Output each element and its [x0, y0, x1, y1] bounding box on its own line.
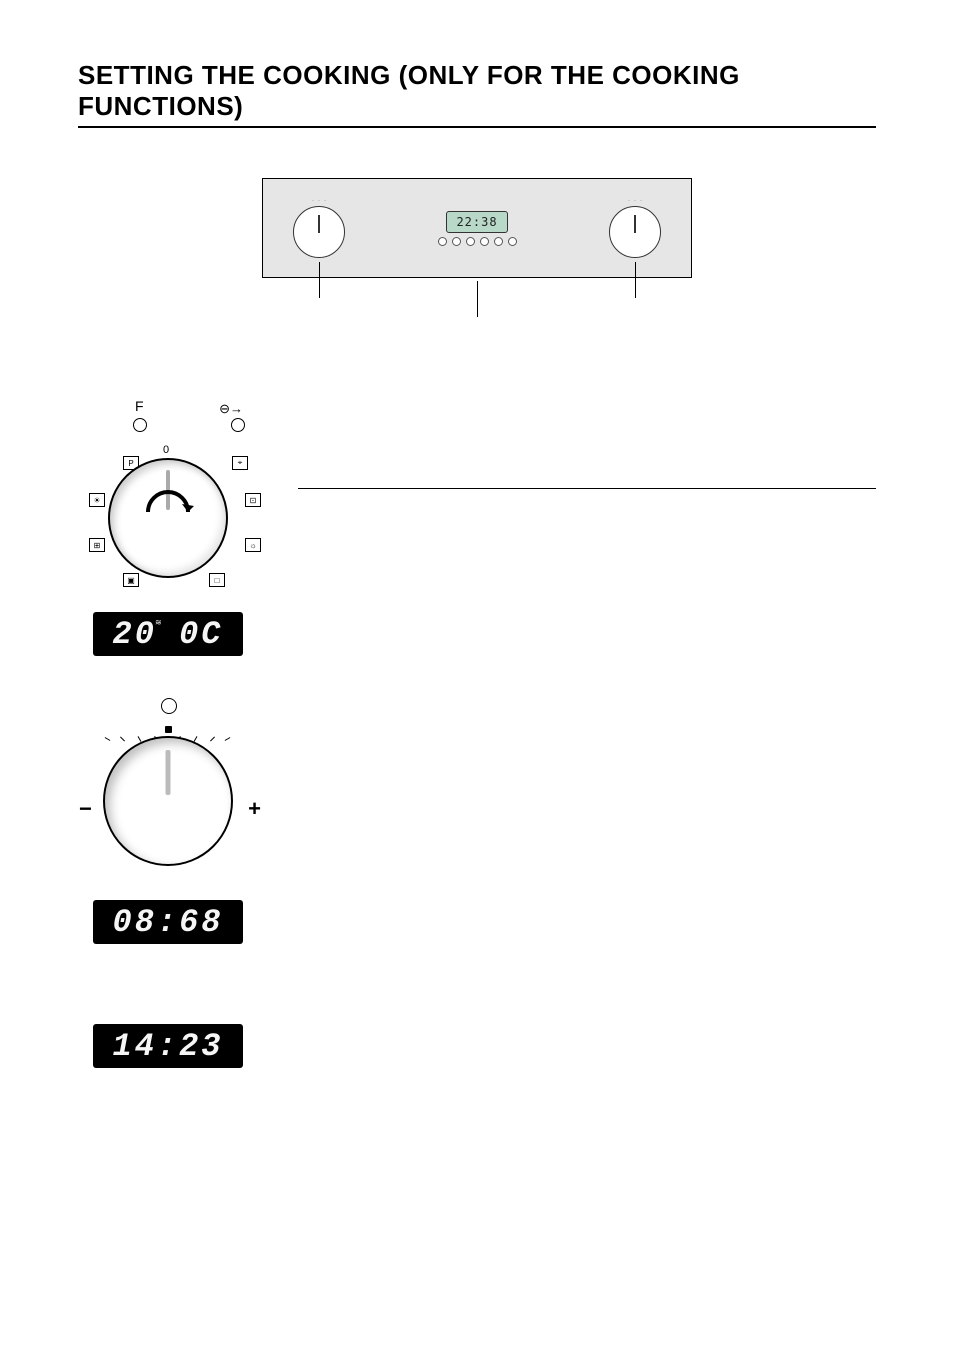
- panel-button: [452, 237, 461, 246]
- cooking-mode-icon: ▣: [123, 573, 139, 587]
- panel-button-row: [438, 237, 517, 246]
- display-duration-value: 08:68: [112, 904, 223, 941]
- label-f: F: [135, 398, 144, 414]
- panel-button: [480, 237, 489, 246]
- panel-button: [466, 237, 475, 246]
- cooking-mode-icon: ⊡: [245, 493, 261, 507]
- cooking-mode-icon: ☀: [89, 493, 105, 507]
- right-text-column: [298, 398, 876, 1068]
- indicator-dot-icon: [165, 726, 172, 733]
- panel-knob-left-col: ···: [293, 198, 345, 258]
- display-time-value: 14:23: [112, 1028, 223, 1065]
- page-title: SETTING THE COOKING (ONLY FOR THE COOKIN…: [78, 60, 876, 128]
- minus-label: −: [79, 796, 92, 822]
- temperature-knob: [103, 736, 233, 866]
- function-knob-icon: [293, 206, 345, 258]
- display-temp-value: 20 0C: [112, 616, 223, 653]
- display-temp: 20 0C ≋: [93, 612, 243, 656]
- panel-center-col: 22:38: [438, 211, 517, 246]
- temperature-knob-icon: [609, 206, 661, 258]
- panel-display: 22:38: [446, 211, 508, 233]
- led-indicator-icon: [161, 698, 177, 714]
- panel-button: [508, 237, 517, 246]
- left-figures-column: F ⊖→ 0 P ⌖ ☀ ⊡ ⊞ ☼ ▣ □ 20 0C ≋: [78, 398, 258, 1068]
- heat-icon: ≋: [155, 618, 162, 627]
- temp-markers-small: ···: [628, 198, 642, 204]
- leader-line: [635, 262, 636, 298]
- leader-line: [319, 262, 320, 298]
- section-divider: [298, 488, 876, 489]
- function-knob-figure: F ⊖→ 0 P ⌖ ☀ ⊡ ⊞ ☼ ▣ □: [83, 398, 253, 598]
- panel-knob-right-col: ···: [609, 198, 661, 258]
- function-knob: [108, 458, 228, 578]
- label-zero: 0: [163, 444, 169, 456]
- control-panel: ··· 22:38 ···: [262, 178, 692, 278]
- function-icon-ring-small: ···: [312, 198, 326, 204]
- led-indicator-icon: [231, 418, 245, 432]
- body-columns: F ⊖→ 0 P ⌖ ☀ ⊡ ⊞ ☼ ▣ □ 20 0C ≋: [78, 398, 876, 1068]
- panel-button: [494, 237, 503, 246]
- display-time: 14:23: [93, 1024, 243, 1068]
- plus-label: +: [248, 796, 261, 822]
- lock-icon: ⊖→: [219, 401, 243, 417]
- leader-line: [477, 281, 478, 317]
- display-duration: 08:68: [93, 900, 243, 944]
- temperature-knob-figure: − +: [83, 696, 253, 886]
- led-indicator-icon: [133, 418, 147, 432]
- cooking-mode-icon: □: [209, 573, 225, 587]
- cooking-mode-icon: ⌖: [232, 456, 248, 470]
- panel-button: [438, 237, 447, 246]
- cooking-mode-icon: ⊞: [89, 538, 105, 552]
- cooking-mode-icon: ☼: [245, 538, 261, 552]
- control-panel-figure: ··· 22:38 ···: [78, 178, 876, 278]
